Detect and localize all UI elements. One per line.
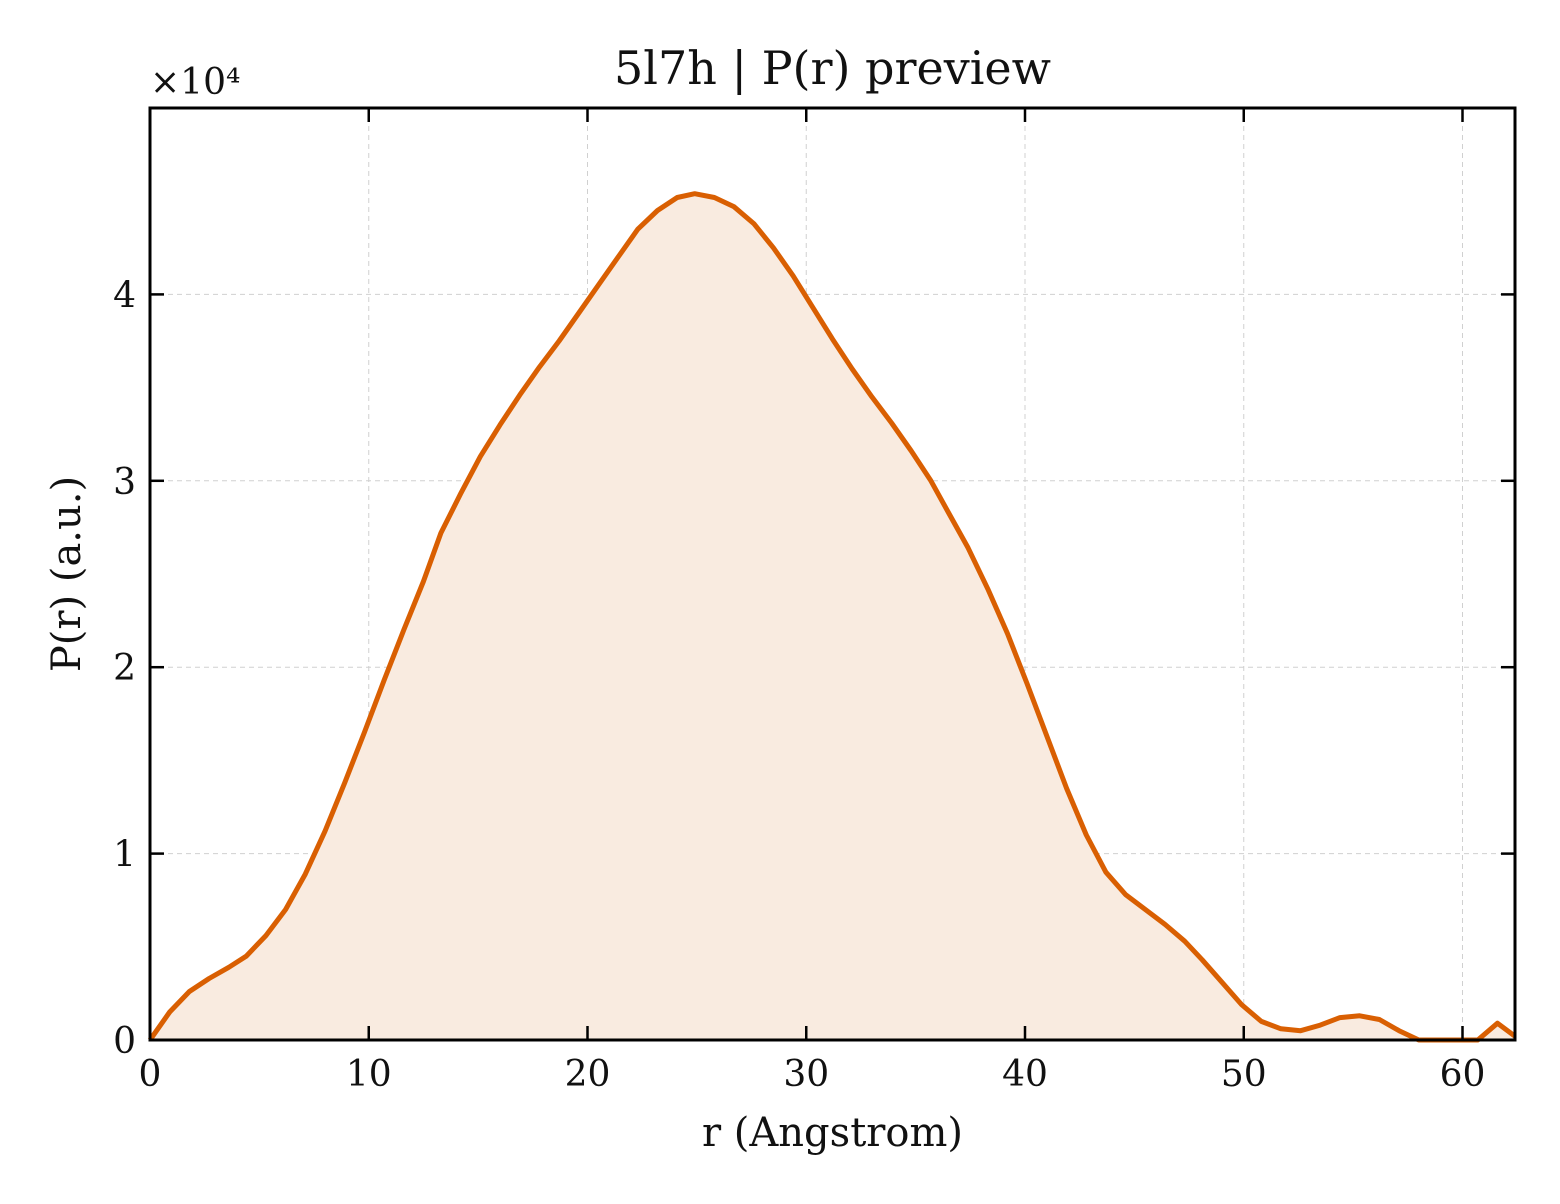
series-area <box>150 193 1515 1040</box>
y-offset-label: ×10⁴ <box>150 62 240 103</box>
series-line <box>147 191 1517 1043</box>
y-tick-label: 3 <box>113 462 136 503</box>
axes <box>148 106 1517 1042</box>
y-tick-label: 0 <box>113 1021 136 1062</box>
series-line-group <box>147 191 1517 1043</box>
x-tick-label: 40 <box>1002 1054 1048 1095</box>
x-tick-label: 50 <box>1221 1054 1267 1095</box>
chart-title: 5l7h | P(r) preview <box>614 41 1051 95</box>
x-tick-label: 20 <box>565 1054 611 1095</box>
x-tick-label: 10 <box>346 1054 392 1095</box>
y-axis-label: P(r) (a.u.) <box>44 476 90 672</box>
x-axis-label: r (Angstrom) <box>702 1110 963 1156</box>
ticks: 0 10 20 30 40 50 60 0 1 2 3 4 <box>113 108 1515 1095</box>
y-tick-label: 2 <box>113 648 136 689</box>
x-tick-label: 0 <box>139 1054 162 1095</box>
x-tick-label: 30 <box>783 1054 829 1095</box>
y-tick-label: 4 <box>113 275 136 316</box>
area-fill <box>150 193 1515 1040</box>
plot-frame <box>148 106 1517 1042</box>
y-tick-label: 1 <box>113 835 136 876</box>
x-tick-label: 60 <box>1440 1054 1486 1095</box>
